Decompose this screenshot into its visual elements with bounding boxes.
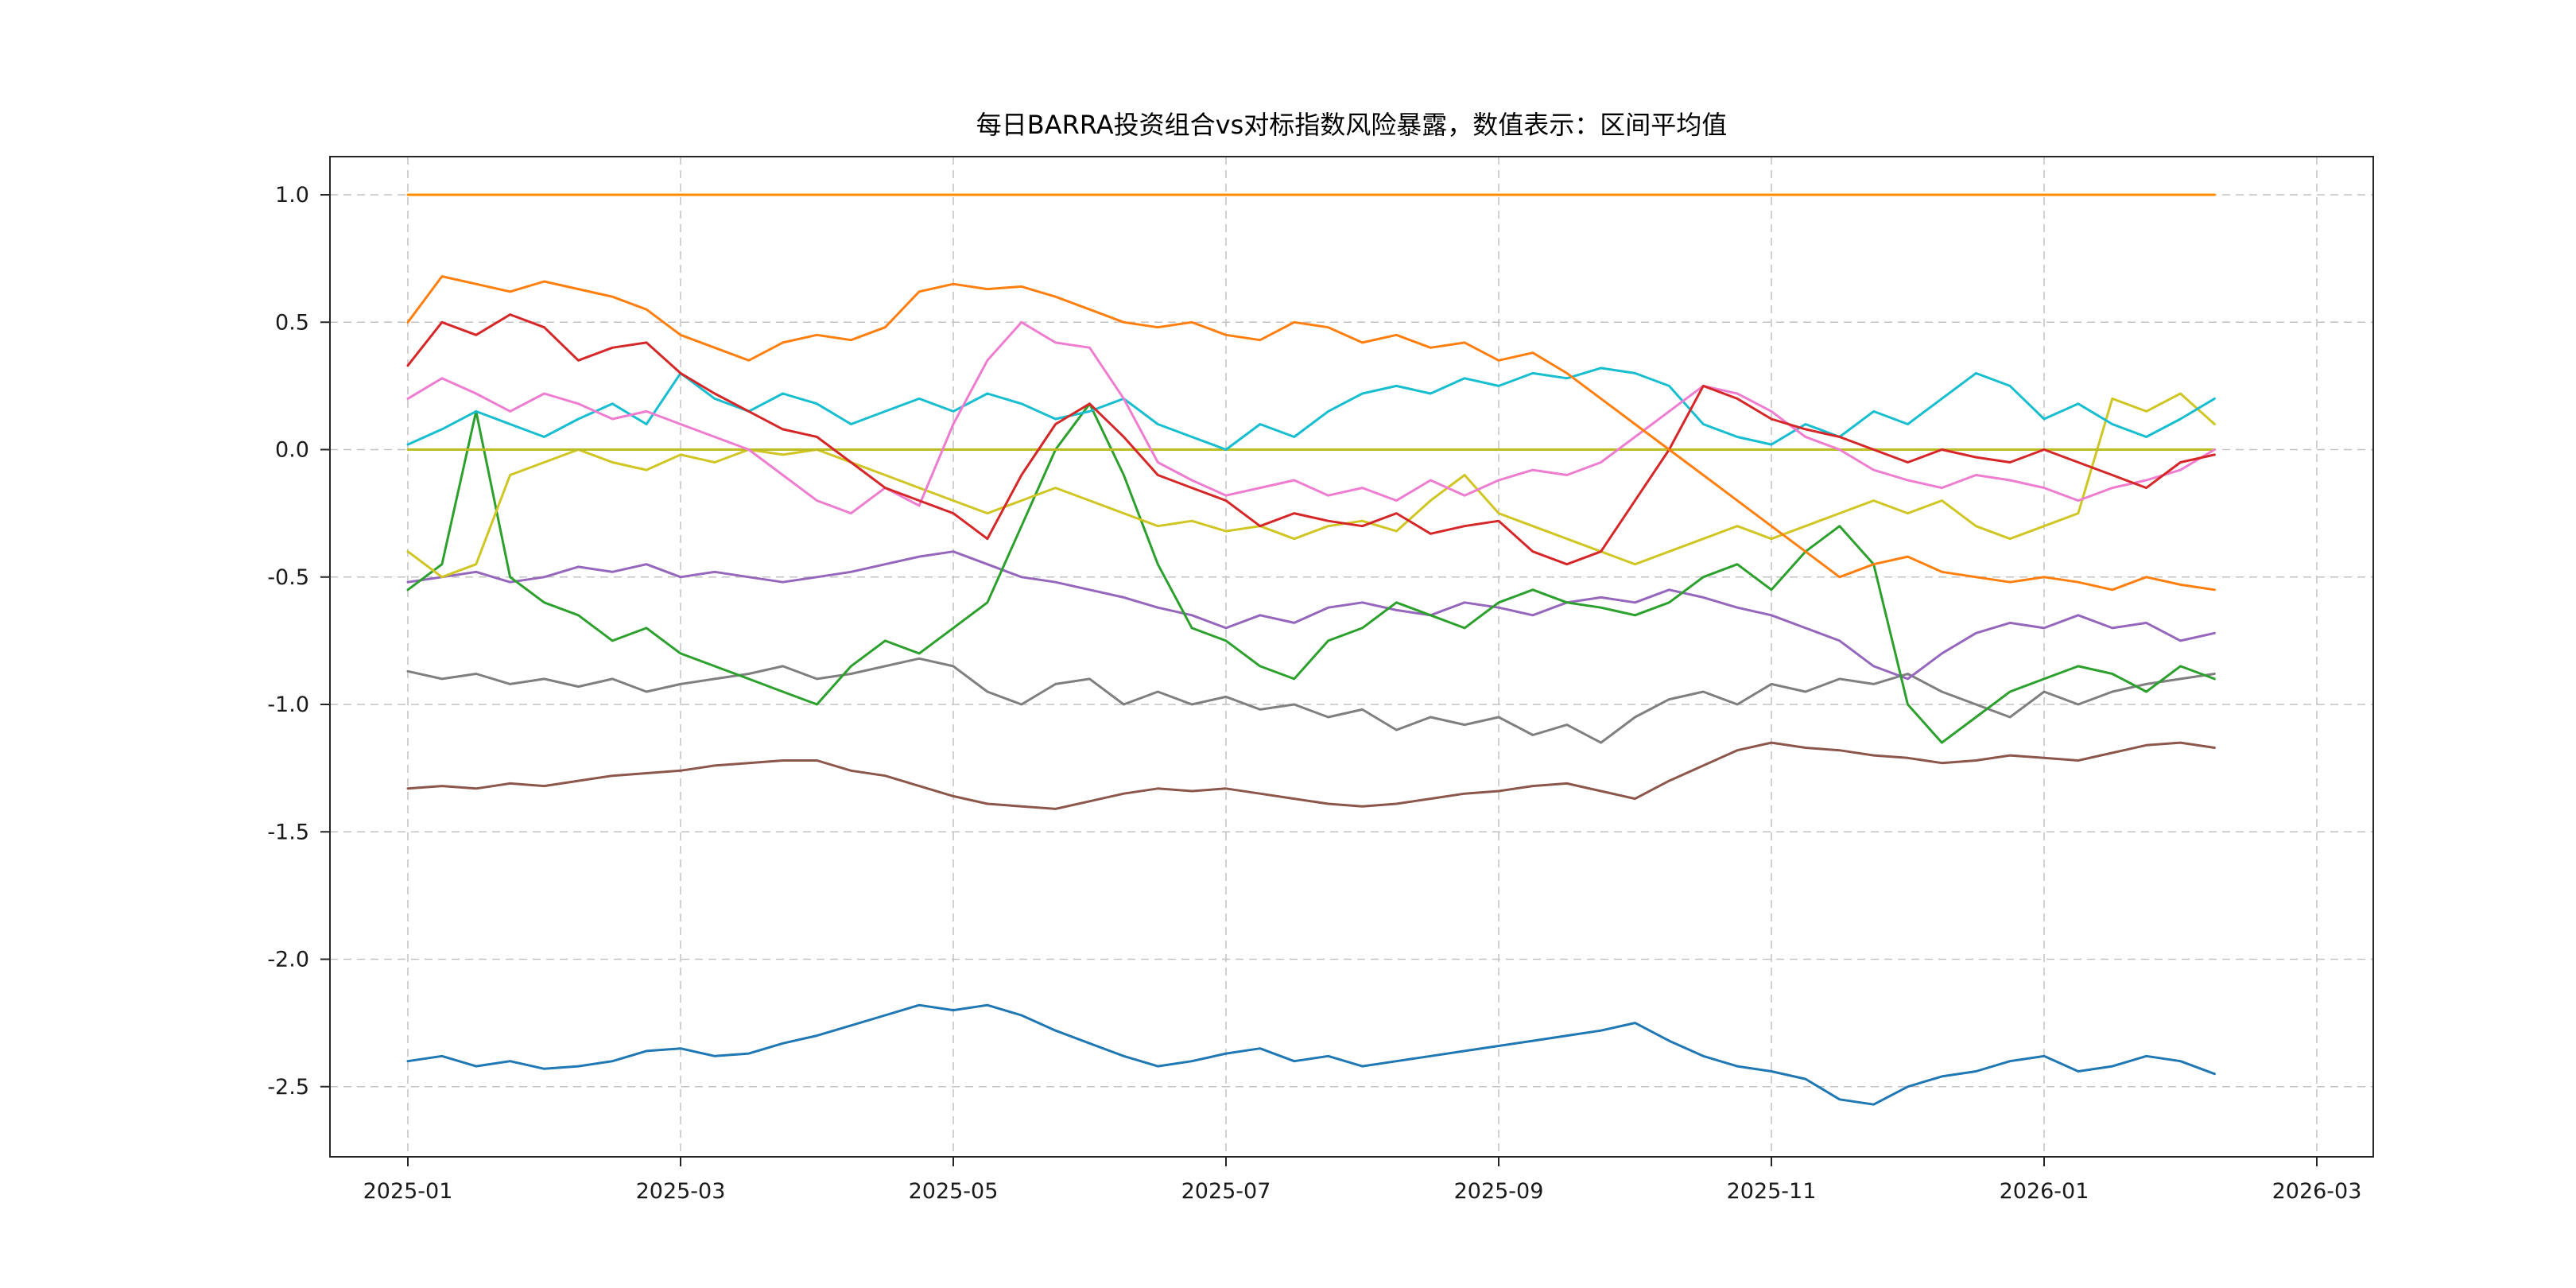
series-line-blue — [406, 1003, 2216, 1106]
series-line-orange — [406, 275, 2216, 592]
series-line-purple — [406, 550, 2216, 681]
y-tick-label: -1.5 — [267, 820, 309, 844]
y-tick-label: 0.5 — [275, 310, 309, 335]
chart-title: 每日BARRA投资组合vs对标指数风险暴露，数值表示：区间平均值 — [976, 110, 1728, 140]
x-tick-label: 2025-05 — [909, 1179, 999, 1204]
series-line-yellow — [406, 392, 2216, 579]
x-tick-label: 2025-01 — [363, 1179, 453, 1204]
y-tick-label: 1.0 — [275, 183, 309, 208]
x-tick-label: 2026-03 — [2272, 1179, 2362, 1204]
series-line-red — [406, 313, 2216, 566]
y-tick-label: -1.0 — [267, 692, 309, 717]
x-tick-label: 2025-07 — [1181, 1179, 1271, 1204]
y-tick-label: 0.0 — [275, 438, 309, 463]
series-line-brown — [406, 741, 2216, 810]
y-tick-label: -2.0 — [267, 948, 309, 972]
y-tick-label: -2.5 — [267, 1075, 309, 1100]
series-line-pink — [406, 320, 2216, 515]
x-tick-label: 2025-09 — [1454, 1179, 1544, 1204]
x-tick-label: 2025-03 — [636, 1179, 726, 1204]
series-line-gray — [406, 657, 2216, 744]
series-line-green — [406, 402, 2216, 744]
series-line-cyan — [406, 367, 2216, 451]
y-tick-label: -0.5 — [267, 565, 309, 590]
x-tick-label: 2026-01 — [2000, 1179, 2089, 1204]
x-tick-label: 2025-11 — [1727, 1179, 1817, 1204]
plot-frame — [329, 156, 2374, 1158]
